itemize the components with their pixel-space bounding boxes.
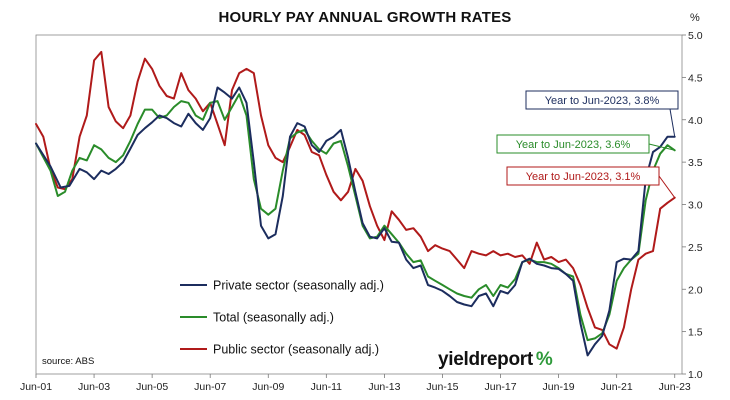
y-tick-label: 3.5 bbox=[688, 157, 703, 169]
x-tick-label: Jun-07 bbox=[194, 381, 226, 393]
annotation-leader-line bbox=[669, 108, 676, 137]
series-line-public bbox=[35, 50, 676, 350]
y-axis-unit-label: % bbox=[690, 12, 700, 24]
legend-label: Private sector (seasonally adj.) bbox=[213, 279, 384, 293]
y-tick-label: 5.0 bbox=[688, 30, 703, 42]
annotation-label: Year to Jun-2023, 3.6% bbox=[516, 139, 631, 151]
brand-name: yieldreport bbox=[438, 349, 533, 370]
x-tick-label: Jun-11 bbox=[311, 381, 342, 393]
annotation-box bbox=[496, 134, 650, 154]
y-tick-label: 1.0 bbox=[688, 369, 703, 381]
series-layer bbox=[35, 50, 676, 357]
legend-label: Public sector (seasonally adj.) bbox=[213, 343, 379, 357]
x-tick-label: Jun-17 bbox=[484, 381, 516, 393]
brand-percent-icon: % bbox=[535, 349, 553, 370]
y-tick-label: 2.5 bbox=[688, 242, 703, 254]
legend-label: Total (seasonally adj.) bbox=[213, 311, 334, 325]
y-tick-label: 1.5 bbox=[688, 327, 703, 339]
y-tick-label: 4.5 bbox=[688, 72, 703, 84]
x-tick-label: Jun-09 bbox=[252, 381, 284, 393]
legend: Private sector (seasonally adj.) Total (s… bbox=[180, 279, 384, 357]
annotations-layer: Year to Jun-2023, 3.8% Year to Jun-2023, … bbox=[496, 90, 679, 199]
x-axis-ticks: Jun-01 Jun-03 Jun-05 Jun-07 Jun-09 Jun-11 Jun-… bbox=[20, 374, 691, 393]
chart-title: HOURLY PAY ANNUAL GROWTH RATES bbox=[218, 9, 512, 26]
annotation-label: Year to Jun-2023, 3.8% bbox=[545, 95, 660, 107]
y-tick-label: 4.0 bbox=[688, 115, 703, 127]
source-note: source: ABS bbox=[42, 356, 94, 367]
x-tick-label: Jun-01 bbox=[20, 381, 52, 393]
x-tick-label: Jun-05 bbox=[136, 381, 168, 393]
annotation-leader-line bbox=[648, 143, 675, 151]
series-line-total bbox=[35, 93, 676, 342]
y-tick-label: 3.0 bbox=[688, 200, 703, 212]
x-tick-label: Jun-13 bbox=[368, 381, 400, 393]
annotation-box bbox=[506, 166, 660, 186]
y-axis-ticks: 1.0 1.5 2.0 2.5 3.0 3.5 4.0 4.5 5.0 bbox=[682, 30, 703, 381]
x-tick-label: Jun-19 bbox=[543, 381, 575, 393]
x-tick-label: Jun-15 bbox=[426, 381, 458, 393]
series-line-private bbox=[35, 86, 676, 357]
y-tick-label: 2.0 bbox=[688, 284, 703, 296]
annotation-label: Year to Jun-2023, 3.1% bbox=[526, 171, 641, 183]
annotation-box bbox=[525, 90, 679, 110]
x-tick-label: Jun-23 bbox=[659, 381, 691, 393]
annotation-leader-line bbox=[658, 175, 676, 199]
x-tick-label: Jun-03 bbox=[78, 381, 110, 393]
x-tick-label: Jun-21 bbox=[601, 381, 633, 393]
brand-logo: yieldreport% bbox=[438, 349, 553, 371]
